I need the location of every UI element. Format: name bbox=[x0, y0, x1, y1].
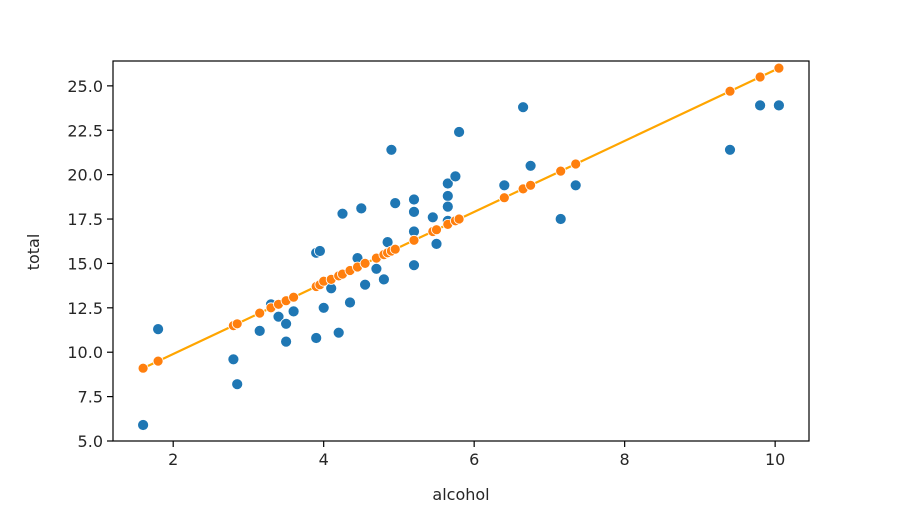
observed-point bbox=[280, 317, 293, 330]
observed-point bbox=[724, 143, 736, 156]
observed-point bbox=[253, 324, 266, 337]
y-tick-label: 20.0 bbox=[67, 166, 103, 185]
x-tick-label: 4 bbox=[319, 450, 329, 469]
observed-point bbox=[313, 245, 326, 257]
observed-point bbox=[430, 237, 443, 250]
observed-point bbox=[137, 419, 150, 431]
fitted-point bbox=[152, 355, 164, 367]
y-tick-label: 10.0 bbox=[67, 343, 103, 362]
observed-point bbox=[317, 301, 330, 314]
observed-point bbox=[310, 332, 323, 344]
observed-point bbox=[227, 353, 240, 366]
observed-point bbox=[408, 259, 420, 272]
axes-frame bbox=[112, 60, 810, 442]
plot-area bbox=[137, 62, 785, 431]
observed-point bbox=[569, 179, 582, 192]
observed-point bbox=[408, 205, 420, 218]
fitted-point bbox=[231, 318, 243, 330]
observed-point bbox=[272, 310, 285, 323]
x-tick-label: 10 bbox=[765, 450, 785, 469]
observed-point bbox=[498, 179, 511, 192]
observed-point bbox=[441, 177, 454, 190]
y-tick-label: 17.5 bbox=[67, 210, 103, 229]
observed-point bbox=[449, 170, 462, 183]
observed-point bbox=[280, 335, 293, 348]
y-tick-label: 25.0 bbox=[67, 77, 103, 96]
observed-point bbox=[389, 197, 402, 210]
fitted-point bbox=[389, 243, 401, 255]
x-tick-label: 6 bbox=[469, 450, 479, 469]
observed-point bbox=[408, 193, 420, 206]
y-tick-label: 12.5 bbox=[67, 299, 103, 318]
y-tick-label: 5.0 bbox=[78, 432, 103, 451]
fitted-point bbox=[570, 158, 582, 170]
fitted-point bbox=[498, 192, 510, 204]
fitted-point bbox=[555, 165, 567, 177]
fitted-point bbox=[431, 224, 442, 236]
x-tick-label: 2 bbox=[168, 450, 178, 469]
axes: 2 4 6 8 10 5.0 7.5 10.0 12.5 15.0 17.5 20.0 22.5 25.0 bbox=[67, 60, 810, 469]
observed-point bbox=[287, 305, 300, 318]
fitted-point bbox=[359, 257, 371, 269]
observed-point bbox=[773, 99, 785, 112]
observed-point bbox=[370, 262, 383, 275]
observed-point bbox=[441, 200, 454, 213]
y-tick-label: 22.5 bbox=[67, 121, 103, 140]
y-tick-label: 15.0 bbox=[67, 254, 103, 273]
fitted-point bbox=[724, 85, 736, 97]
y-axis-label: total bbox=[24, 234, 43, 271]
observed-point bbox=[377, 273, 390, 286]
observed-point bbox=[754, 99, 766, 112]
observed-point bbox=[231, 378, 244, 391]
observed-point bbox=[359, 278, 372, 291]
fitted-point bbox=[453, 213, 465, 225]
y-tick-label: 7.5 bbox=[78, 388, 103, 407]
fitted-point bbox=[408, 234, 420, 246]
observed-point bbox=[344, 296, 356, 309]
x-axis-label: alcohol bbox=[432, 485, 489, 504]
observed-point bbox=[453, 126, 466, 138]
fitted-point bbox=[137, 362, 149, 374]
observed-point bbox=[355, 202, 368, 215]
fitted-point bbox=[525, 179, 536, 191]
fitted-point bbox=[288, 291, 300, 303]
fitted-point bbox=[754, 71, 766, 83]
fitted-point bbox=[254, 307, 266, 319]
observed-point bbox=[517, 101, 529, 114]
observed-point bbox=[524, 159, 537, 172]
observed-point bbox=[336, 207, 349, 220]
observed-point bbox=[554, 213, 567, 225]
observed-point bbox=[385, 143, 398, 156]
observed-point bbox=[152, 323, 165, 336]
fitted-point bbox=[773, 62, 785, 74]
observed-point bbox=[332, 326, 345, 339]
observed-point bbox=[426, 211, 439, 224]
observed-point bbox=[441, 190, 454, 202]
x-tick-label: 8 bbox=[620, 450, 630, 469]
